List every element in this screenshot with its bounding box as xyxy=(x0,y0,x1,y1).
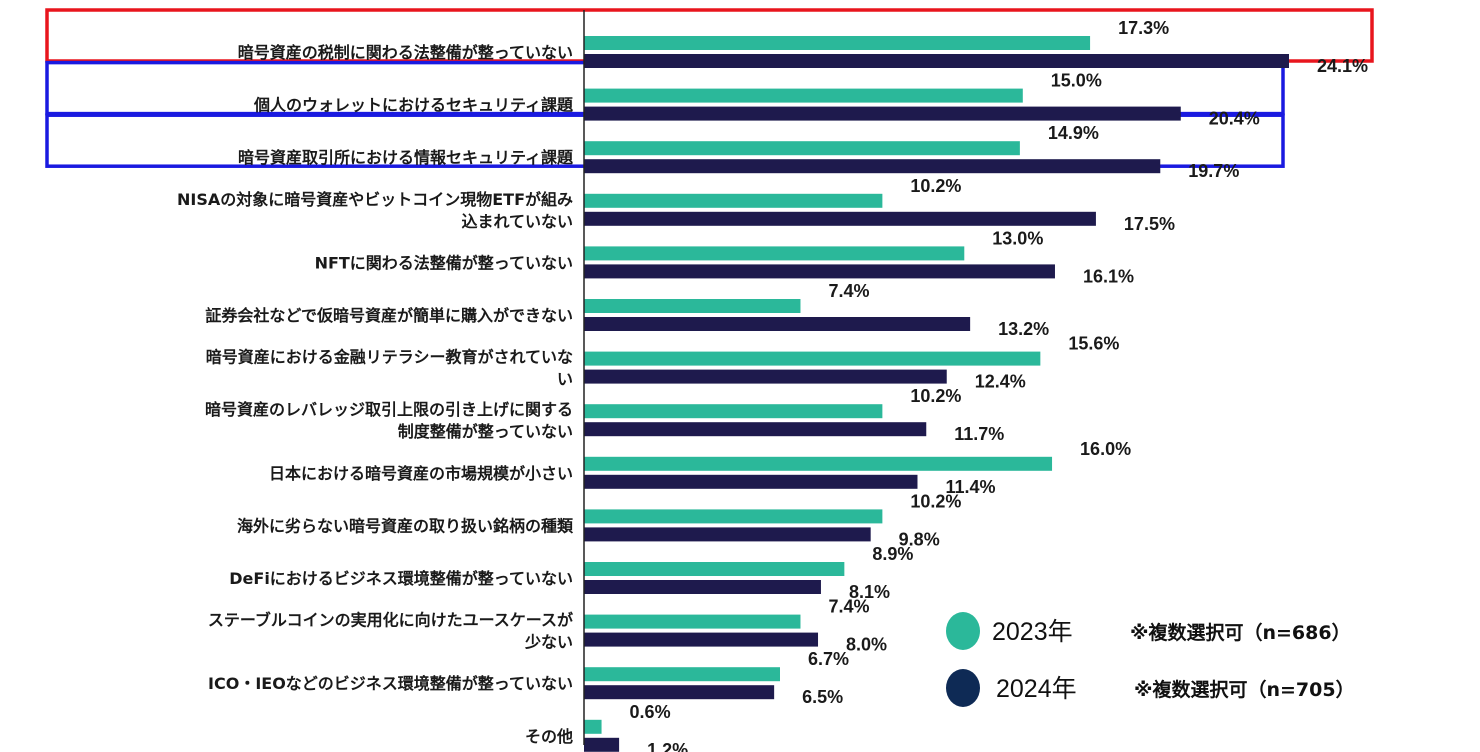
value-labels: 17.3% 24.1% 15.0% 20.4% 14.9% 19.7% 10.2% 17.5%… xyxy=(630,18,1368,752)
category-labels: 暗号資産の税制に関わる法整備が整っていない個人のウォレットにおけるセキュリティ課… xyxy=(177,43,574,746)
category-label: 暗号資産の税制に関わる法整備が整っていない xyxy=(238,43,573,62)
bar-2024 xyxy=(584,106,1181,121)
value-label-2023: 15.0% xyxy=(1051,71,1102,91)
bar-2023 xyxy=(584,141,1020,156)
legend-label: 2024年 xyxy=(996,675,1077,703)
value-label-2024: 6.5% xyxy=(802,687,843,707)
value-label-2023: 16.0% xyxy=(1080,439,1131,459)
category-label: 暗号資産取引所における情報セキュリティ課題 xyxy=(238,148,574,167)
bar-2023 xyxy=(584,562,845,576)
bar-2024 xyxy=(584,369,947,384)
category-label: 証券会社などで仮暗号資産が簡単に購入ができない xyxy=(205,306,573,325)
bar-2023 xyxy=(584,667,780,682)
value-label-2023: 7.4% xyxy=(828,597,869,617)
value-label-2023: 10.2% xyxy=(910,176,961,196)
category-label: ステーブルコインの実用化に向けたユースケースが少ない xyxy=(208,611,573,652)
legend-marker-2024年 xyxy=(946,669,980,707)
category-label: NISAの対象に暗号資産やビットコイン現物ETFが組み込まれていない xyxy=(177,190,573,231)
bar-2024 xyxy=(584,474,918,489)
value-label-2024: 20.4% xyxy=(1209,109,1260,129)
bar-2024 xyxy=(584,317,971,331)
bar-2023 xyxy=(584,509,883,524)
bar-2024 xyxy=(584,632,819,647)
bar-2024 xyxy=(584,211,1096,226)
legend-label: 2023年 xyxy=(992,618,1073,646)
bar-2023 xyxy=(584,456,1053,471)
legend-marker-2023年 xyxy=(946,612,980,650)
value-label-2024: 16.1% xyxy=(1083,266,1134,286)
value-label-2024: 1.2% xyxy=(647,740,688,752)
legend-note: ※複数選択可（n=686） xyxy=(1130,621,1351,644)
bar-2023 xyxy=(584,614,801,629)
bar-2024 xyxy=(584,54,1289,68)
value-label-2024: 8.1% xyxy=(849,582,890,602)
bar-2024 xyxy=(584,159,1161,174)
value-label-2023: 13.0% xyxy=(992,228,1043,248)
bar-2023 xyxy=(584,246,965,261)
category-label: 暗号資産のレバレッジ取引上限の引き上げに関する制度整備が整っていない xyxy=(205,400,573,441)
bars xyxy=(584,36,1289,752)
value-label-2023: 7.4% xyxy=(828,281,869,301)
category-label: DeFiにおけるビジネス環境整備が整っていない xyxy=(229,569,573,588)
bar-2023 xyxy=(584,88,1023,103)
category-label: 個人のウォレットにおけるセキュリティ課題 xyxy=(253,96,574,115)
legend: 2023年 ※複数選択可（n=686） 2024年 ※複数選択可（n=705） xyxy=(946,612,1355,707)
value-label-2023: 10.2% xyxy=(910,386,961,406)
category-label: ICO・IEOなどのビジネス環境整備が整っていない xyxy=(208,674,573,693)
bar-2024 xyxy=(584,580,821,594)
value-label-2023: 0.6% xyxy=(630,702,671,722)
bar-2023 xyxy=(584,299,801,313)
value-label-2023: 17.3% xyxy=(1118,18,1169,38)
category-label: 暗号資産における金融リテラシー教育がされていない xyxy=(206,348,573,389)
bar-2024 xyxy=(584,422,927,437)
value-label-2023: 6.7% xyxy=(808,649,849,669)
bar-2023 xyxy=(584,193,883,208)
bar-2023 xyxy=(584,351,1041,366)
bar-2023 xyxy=(584,404,883,419)
category-label: その他 xyxy=(525,727,573,746)
value-label-2024: 9.8% xyxy=(899,529,940,549)
value-label-2024: 12.4% xyxy=(975,372,1026,392)
bar-2023 xyxy=(584,719,602,734)
value-label-2023: 8.9% xyxy=(872,544,913,564)
value-label-2024: 24.1% xyxy=(1317,56,1368,76)
bar-2023 xyxy=(584,36,1091,50)
value-label-2023: 14.9% xyxy=(1048,123,1099,143)
category-label: 海外に劣らない暗号資産の取り扱い銘柄の種類 xyxy=(237,516,574,535)
value-label-2024: 11.7% xyxy=(954,424,1004,444)
value-label-2023: 15.6% xyxy=(1068,334,1119,354)
value-label-2024: 8.0% xyxy=(846,635,887,655)
value-label-2024: 11.4% xyxy=(945,477,995,497)
category-label: NFTに関わる法整備が整っていない xyxy=(315,253,573,272)
value-label-2024: 17.5% xyxy=(1124,214,1175,234)
bar-2024 xyxy=(584,264,1055,279)
bar-2024 xyxy=(584,685,775,700)
bar-2024 xyxy=(584,737,620,752)
value-label-2024: 13.2% xyxy=(998,319,1049,339)
legend-note: ※複数選択可（n=705） xyxy=(1134,678,1355,701)
bar-2024 xyxy=(584,527,871,542)
value-label-2023: 10.2% xyxy=(910,491,961,511)
value-label-2024: 19.7% xyxy=(1188,161,1239,181)
category-label: 日本における暗号資産の市場規模が小さい xyxy=(269,464,573,483)
